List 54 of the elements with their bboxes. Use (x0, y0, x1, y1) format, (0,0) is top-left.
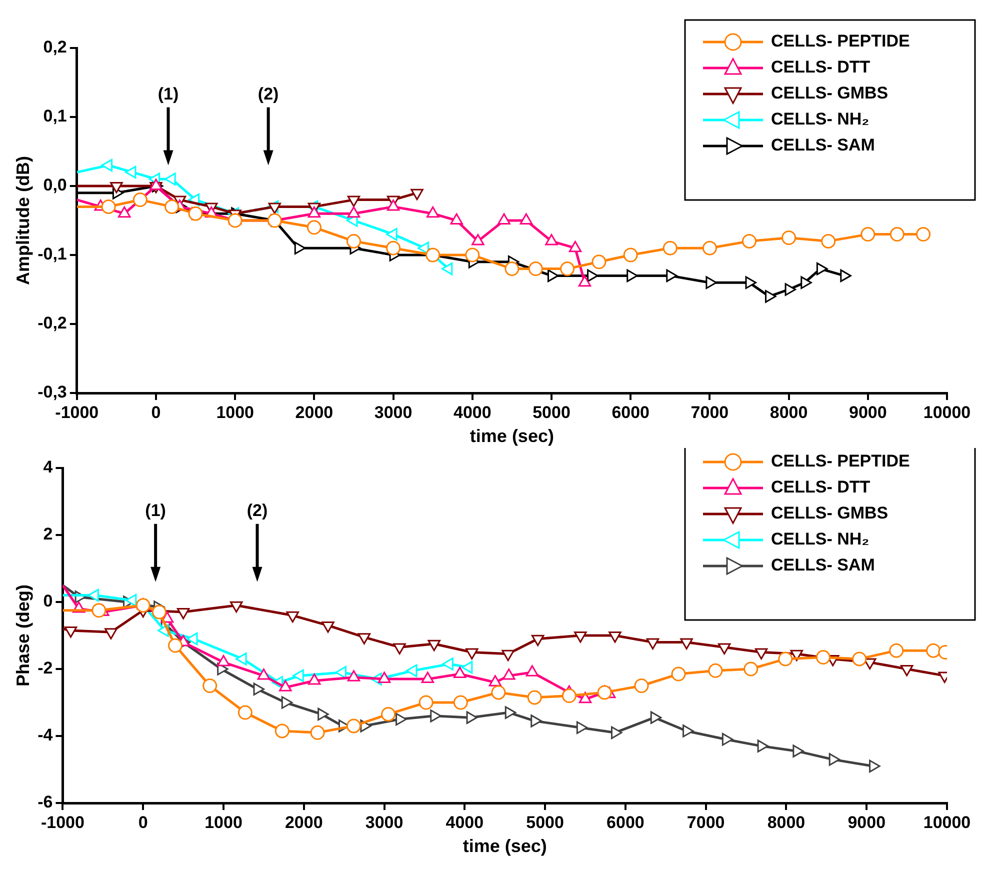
x-tick-label: 2000 (284, 812, 323, 832)
y-tick-label: -2 (38, 658, 53, 678)
legend-label: CELLS- GMBS (771, 84, 888, 103)
x-axis-title: time (sec) (470, 426, 554, 446)
x-tick-label: 8000 (767, 812, 806, 832)
y-tick-label: 2 (43, 524, 53, 544)
x-tick-label: 3000 (365, 812, 404, 832)
x-tick-label: 1000 (204, 812, 242, 832)
y-axis-title: Phase (deg) (12, 584, 33, 687)
y-tick-label: -0,2 (38, 314, 67, 333)
y-tick-label: 0 (43, 592, 53, 611)
x-tick-label: 4000 (453, 402, 492, 422)
x-tick-label: 5000 (526, 812, 564, 832)
x-tick-label: 5000 (532, 402, 570, 422)
y-tick-label: -0,3 (38, 382, 67, 402)
x-tick-label: -1000 (55, 402, 99, 422)
x-tick-label: 10000 (923, 402, 971, 422)
legend-label: CELLS- DTT (771, 58, 871, 77)
y-tick-label: -0,1 (38, 244, 67, 264)
x-tick-label: 7000 (686, 812, 725, 832)
x-tick-label: 1000 (216, 402, 254, 422)
legend-label: CELLS- NH₂ (771, 110, 870, 129)
legend-label: CELLS- NH₂ (771, 530, 870, 549)
legend-label: CELLS- SAM (771, 556, 875, 575)
x-tick-label: 0 (138, 812, 148, 832)
x-tick-label: -1000 (40, 812, 84, 832)
y-tick-label: 0,2 (43, 38, 67, 57)
y-axis-title: Amplitude (dB) (12, 156, 33, 285)
x-tick-label: 4000 (446, 812, 484, 832)
y-tick-label: 0,0 (43, 176, 67, 195)
x-tick-label: 9000 (848, 402, 887, 422)
x-tick-label: 8000 (770, 402, 808, 422)
x-tick-label: 2000 (295, 402, 334, 422)
x-tick-label: 9000 (848, 812, 886, 832)
x-tick-label: 7000 (690, 402, 729, 422)
legend-label: CELLS- SAM (771, 136, 875, 155)
legend-label: CELLS- PEPTIDE (771, 32, 910, 51)
x-tick-label: 6000 (606, 812, 644, 832)
legend-label: CELLS- PEPTIDE (771, 452, 910, 471)
y-tick-label: 0,1 (43, 106, 67, 126)
y-tick-label: -6 (38, 792, 53, 812)
x-axis-title: time (sec) (462, 836, 547, 856)
x-tick-label: 10000 (923, 812, 971, 832)
y-tick-label: 4 (43, 458, 54, 477)
x-tick-label: 6000 (612, 402, 650, 422)
annotation: (2) (246, 501, 268, 520)
annotation: (1) (158, 84, 179, 104)
annotation: (2) (258, 84, 279, 104)
legend-label: CELLS- DTT (771, 478, 871, 497)
legend-label: CELLS- GMBS (771, 504, 888, 523)
x-tick-label: 3000 (374, 402, 412, 422)
x-tick-label: 0 (151, 402, 161, 422)
y-tick-label: -4 (38, 726, 54, 745)
annotation: (1) (145, 501, 166, 520)
